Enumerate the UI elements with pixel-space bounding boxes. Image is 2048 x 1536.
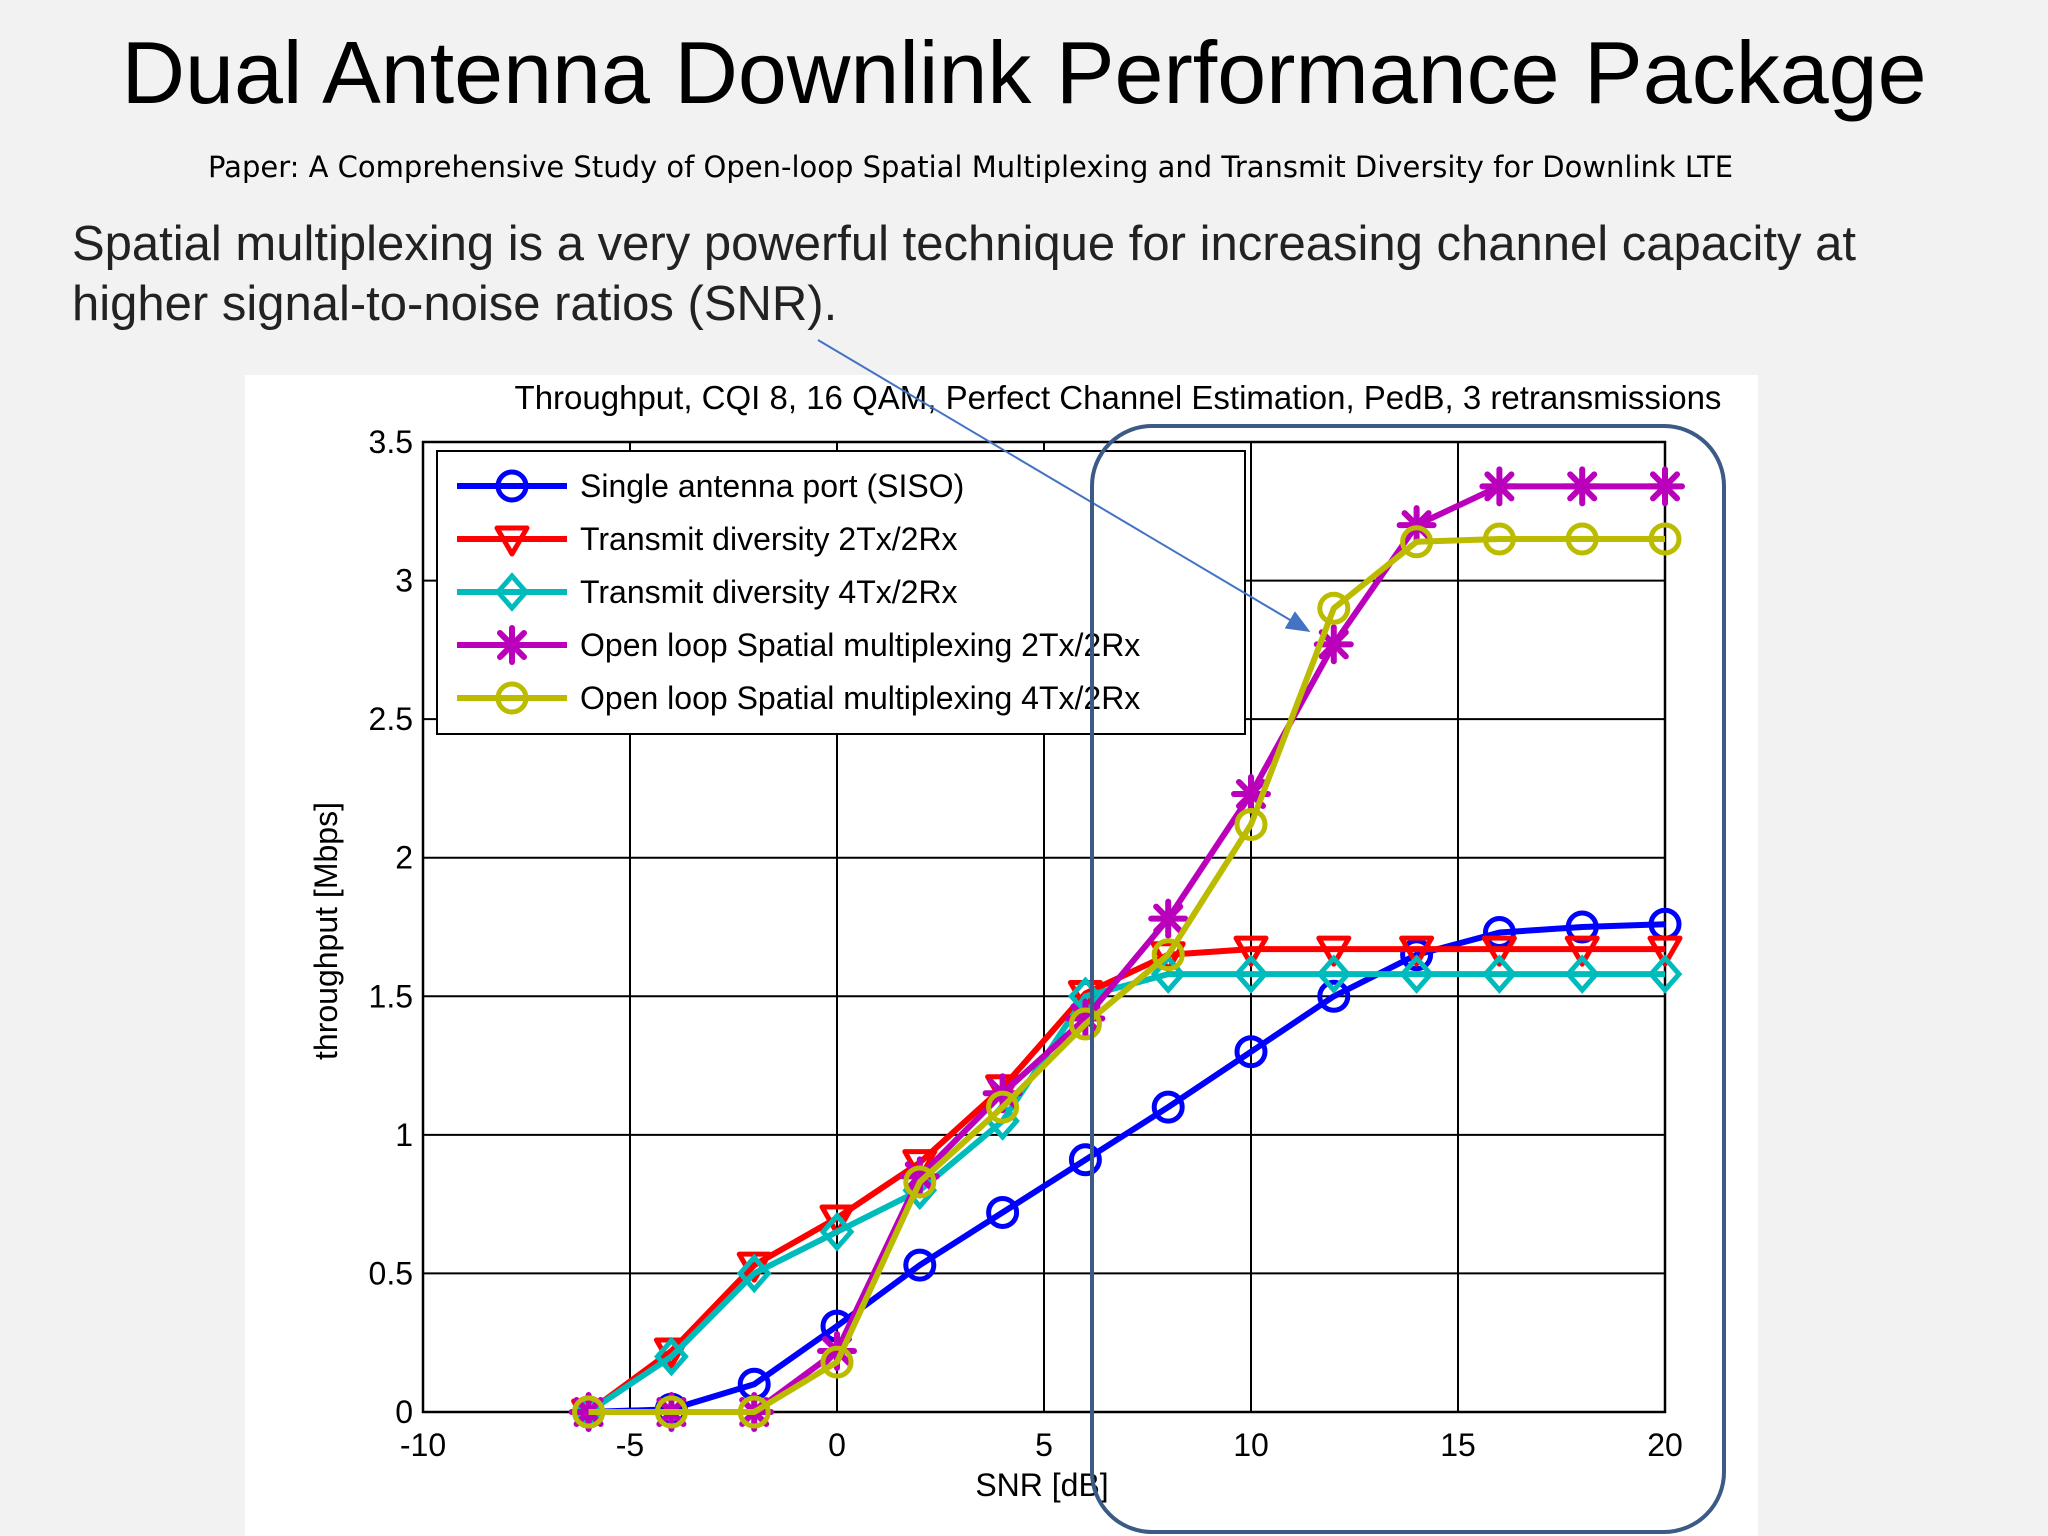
series-2	[571, 935, 1683, 1430]
data-point	[1562, 466, 1603, 507]
x-tick-label: -5	[616, 1427, 644, 1463]
legend-label: Transmit diversity 4Tx/2Rx	[580, 574, 958, 610]
y-tick-label: 0	[395, 1394, 413, 1430]
data-point	[568, 1392, 609, 1432]
y-tick-label: 0.5	[369, 1255, 413, 1291]
y-tick-label: 1.5	[369, 978, 413, 1014]
y-tick-label: 3.5	[369, 424, 413, 460]
data-point	[572, 1395, 606, 1429]
statement-text: Spatial multiplexing is a very powerful …	[72, 217, 1857, 331]
data-point	[986, 1195, 1020, 1229]
legend-label: Open loop Spatial multiplexing 2Tx/2Rx	[580, 627, 1140, 663]
x-tick-label: 20	[1647, 1427, 1683, 1463]
data-point	[986, 1090, 1020, 1124]
x-axis-label: SNR [dB]	[975, 1467, 1108, 1503]
data-point	[1645, 466, 1685, 507]
data-point	[903, 1165, 937, 1199]
legend-label: Open loop Spatial multiplexing 4Tx/2Rx	[580, 680, 1140, 716]
throughput-chart: Throughput, CQI 8, 16 QAM, Perfect Chann…	[308, 379, 1722, 1503]
legend-label: Transmit diversity 2Tx/2Rx	[580, 521, 958, 557]
legend-marker	[494, 525, 530, 557]
x-tick-label: -10	[400, 1427, 446, 1463]
legend-marker	[495, 469, 529, 503]
chart-panel: Throughput, CQI 8, 16 QAM, Perfect Chann…	[245, 375, 1758, 1536]
legend-entry: Open loop Spatial multiplexing 4Tx/2Rx	[457, 680, 1140, 716]
data-point	[654, 1336, 689, 1377]
slide-title: Dual Antenna Downlink Performance Packag…	[121, 23, 1927, 122]
x-tick-label: 15	[1440, 1427, 1476, 1463]
data-point	[1479, 466, 1520, 507]
y-tick-label: 3	[395, 563, 413, 599]
y-tick-label: 1	[395, 1117, 413, 1153]
legend-entry: Open loop Spatial multiplexing 2Tx/2Rx	[457, 625, 1140, 665]
y-tick-label: 2	[395, 840, 413, 876]
data-point	[903, 1248, 937, 1282]
data-point	[737, 1395, 771, 1429]
data-point	[820, 1345, 854, 1379]
legend-marker	[494, 572, 530, 612]
data-point	[654, 1395, 688, 1429]
series-line	[586, 971, 1665, 1415]
paper-reference: Paper: A Comprehensive Study of Open-loo…	[208, 150, 1734, 184]
series-3	[571, 954, 1683, 1432]
data-point	[819, 1212, 855, 1252]
data-point	[902, 1149, 938, 1181]
data-point	[819, 1204, 855, 1236]
x-tick-label: 5	[1035, 1427, 1053, 1463]
legend-marker	[492, 625, 532, 665]
series-line	[586, 946, 1665, 1415]
legend-marker	[495, 681, 529, 715]
y-axis-label: throughput [Mbps]	[308, 802, 344, 1060]
x-tick-label: 0	[828, 1427, 846, 1463]
legend-label: Single antenna port (SISO)	[580, 468, 964, 504]
data-point	[736, 1253, 772, 1294]
x-tick-label: 10	[1233, 1427, 1269, 1463]
chart-title: Throughput, CQI 8, 16 QAM, Perfect Chann…	[515, 379, 1722, 416]
y-tick-label: 2.5	[369, 701, 413, 737]
series-line	[588, 921, 1666, 1415]
